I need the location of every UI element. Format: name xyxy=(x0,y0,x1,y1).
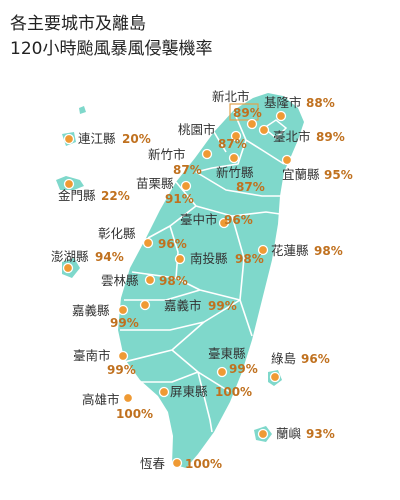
taipei-name: 臺北市 xyxy=(273,129,311,144)
hengchun-dot xyxy=(171,457,183,469)
newtaipei-highlight-box xyxy=(229,103,259,121)
changhua-name: 彰化縣 xyxy=(98,226,136,241)
newtaipei-percent: 89% xyxy=(233,106,262,120)
pingtung-percent: 100% xyxy=(215,385,252,399)
miaoli-name: 苗栗縣 xyxy=(136,176,174,191)
yilan-dot xyxy=(281,154,293,166)
taipei-border xyxy=(262,119,288,140)
changhua-percent: 96% xyxy=(158,237,187,251)
hsinchucounty-dot xyxy=(228,152,240,164)
taoyuan-percent: 87% xyxy=(218,137,247,151)
chiayicounty-dot xyxy=(117,304,129,316)
nantou-percent: 98% xyxy=(235,252,264,266)
lienchiang-islet-shape xyxy=(79,106,86,114)
kinmen-name: 金門縣 xyxy=(58,188,96,203)
hualien-percent: 98% xyxy=(314,244,343,258)
pingtung-dot xyxy=(158,386,170,398)
newtaipei-name: 新北市 xyxy=(212,89,250,104)
taichung-percent: 96% xyxy=(224,213,253,227)
kaohsiung-percent: 100% xyxy=(116,407,153,421)
taipei-dot xyxy=(258,124,270,136)
taiwan-island-shape xyxy=(118,93,304,468)
tainan-name: 臺南市 xyxy=(73,348,111,363)
tainan-dot xyxy=(117,350,129,362)
taitung-name: 臺東縣 xyxy=(208,346,246,361)
taitung-dot xyxy=(216,366,228,378)
lienchiang-name: 連江縣 xyxy=(78,131,116,146)
miaoli-percent: 91% xyxy=(165,192,194,206)
taitung-percent: 99% xyxy=(229,362,258,376)
tainan-percent: 99% xyxy=(107,363,136,377)
taoyuan-name: 桃園市 xyxy=(178,122,216,137)
county-borders xyxy=(120,111,285,433)
chiayicity-percent: 99% xyxy=(208,299,237,313)
keelung-name: 基隆市 xyxy=(264,95,302,110)
taipei-percent: 89% xyxy=(316,130,345,144)
orchid-percent: 93% xyxy=(306,427,335,441)
hsinchucity-name: 新竹市 xyxy=(148,147,186,162)
hsinchucity-dot xyxy=(201,148,213,160)
hsinchucounty-percent: 87% xyxy=(236,180,265,194)
map-subtitle: 120小時颱風暴風侵襲機率 xyxy=(10,39,213,59)
yilan-name: 宜蘭縣 xyxy=(282,167,320,182)
penghu-percent: 94% xyxy=(95,250,124,264)
newtaipei-dot xyxy=(246,118,258,130)
hsinchucity-percent: 87% xyxy=(173,163,202,177)
greenisland-name: 綠島 xyxy=(271,351,296,366)
miaoli-dot xyxy=(180,180,192,192)
taichung-dot xyxy=(218,217,230,229)
greenisland-dot xyxy=(269,371,281,383)
nantou-name: 南投縣 xyxy=(190,251,228,266)
kinmen-percent: 22% xyxy=(101,189,130,203)
taoyuan-dot xyxy=(230,130,242,142)
yilan-percent: 95% xyxy=(324,168,353,182)
hengchun-percent: 100% xyxy=(185,457,222,471)
pingtung-name: 屏東縣 xyxy=(170,384,208,399)
kaohsiung-name: 高雄市 xyxy=(82,392,120,407)
orchid-name: 蘭嶼 xyxy=(276,426,302,441)
lienchiang-percent: 20% xyxy=(122,132,151,146)
penghu-dot xyxy=(62,262,74,274)
penghu-name: 澎湖縣 xyxy=(51,249,89,264)
keelung-dot xyxy=(275,110,287,122)
orchid-dot xyxy=(257,428,269,440)
kinmen-dot xyxy=(63,178,75,190)
keelung-percent: 88% xyxy=(306,96,335,110)
hualien-name: 花蓮縣 xyxy=(271,243,309,258)
yunlin-name: 雲林縣 xyxy=(101,273,139,288)
greenisland-percent: 96% xyxy=(301,352,330,366)
kaohsiung-dot xyxy=(122,392,134,404)
yunlin-dot xyxy=(144,274,156,286)
chiayicity-name: 嘉義市 xyxy=(164,298,202,313)
map-title: 各主要城市及離島 xyxy=(10,14,146,34)
chiayicity-dot xyxy=(139,299,151,311)
chiayicounty-name: 嘉義縣 xyxy=(72,303,110,318)
chiayicounty-percent: 99% xyxy=(110,316,139,330)
lienchiang-dot xyxy=(63,133,75,145)
hualien-dot xyxy=(257,244,269,256)
hengchun-name: 恆春 xyxy=(140,456,166,471)
hsinchucounty-name: 新竹縣 xyxy=(216,165,254,180)
yunlin-percent: 98% xyxy=(159,274,188,288)
nantou-dot xyxy=(174,253,186,265)
taichung-name: 臺中市 xyxy=(180,212,218,227)
changhua-dot xyxy=(142,237,154,249)
